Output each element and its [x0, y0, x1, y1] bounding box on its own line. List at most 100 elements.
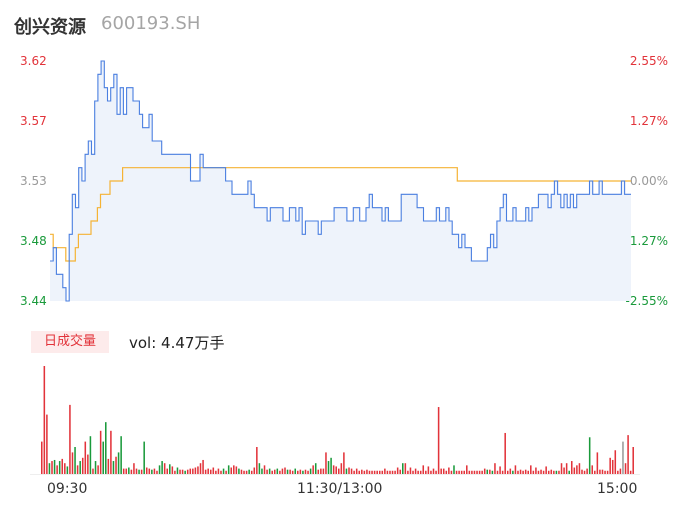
- volume-bar: [227, 465, 230, 474]
- volume-bar: [309, 468, 312, 474]
- volume-bar: [417, 470, 419, 474]
- volume-bar: [409, 467, 412, 474]
- volume-bar: [94, 461, 97, 474]
- volume-bar: [363, 470, 366, 474]
- volume-bar: [547, 470, 550, 474]
- volume-bar: [112, 461, 115, 474]
- volume-bar: [394, 470, 396, 474]
- average-price-line: [50, 167, 631, 262]
- volume-bar: [230, 467, 233, 474]
- volume-bar: [506, 470, 509, 474]
- volume-bar: [576, 465, 578, 474]
- volume-bar: [381, 470, 384, 474]
- volume-bar: [353, 470, 355, 474]
- volume-bar: [624, 463, 627, 474]
- volume-bar: [396, 467, 399, 474]
- volume-bar: [166, 468, 168, 474]
- volume-bar: [304, 469, 307, 474]
- volume-bar: [345, 468, 348, 474]
- volume-bar: [53, 459, 56, 474]
- volume-bar: [419, 470, 422, 474]
- volume-bar: [148, 468, 151, 474]
- volume-bar: [558, 470, 560, 474]
- volume-bar: [361, 469, 363, 474]
- volume-bar: [614, 450, 617, 474]
- volume-bar: [325, 452, 327, 474]
- volume-bar: [99, 430, 102, 474]
- volume-bar: [43, 366, 46, 474]
- volume-bar: [481, 470, 483, 474]
- y-right-tick-3: 0.00%: [629, 174, 668, 188]
- volume-bar: [581, 469, 583, 474]
- volume-bar: [107, 458, 110, 474]
- volume-bar: [289, 469, 291, 474]
- volume-bar: [632, 447, 634, 474]
- volume-bar: [314, 463, 317, 474]
- volume-bar: [217, 468, 220, 474]
- volume-bar: [122, 468, 125, 474]
- volume-bar: [512, 470, 514, 474]
- stock-name: 创兴资源: [14, 17, 86, 38]
- volume-bar: [491, 470, 494, 474]
- volume-bar: [588, 437, 591, 474]
- volume-bar: [281, 468, 284, 474]
- volume-bar: [486, 469, 489, 474]
- volume-bar: [609, 457, 611, 474]
- volume-bar: [273, 469, 276, 474]
- volume-bar: [207, 468, 209, 474]
- volume-bar: [391, 470, 394, 474]
- volume-bar: [371, 470, 373, 474]
- volume-bar: [79, 461, 81, 474]
- volume-bar: [440, 468, 442, 474]
- volume-bar: [560, 463, 563, 474]
- volume-bar: [156, 470, 158, 474]
- volume-bar: [176, 467, 179, 474]
- volume-bar: [535, 467, 537, 474]
- volume-bar: [174, 470, 176, 474]
- volume-bar: [378, 470, 381, 474]
- volume-bar: [322, 468, 325, 474]
- volume-bar: [524, 469, 527, 474]
- volume-bar: [71, 452, 74, 474]
- volume-bar: [74, 447, 76, 474]
- volume-bar: [145, 467, 148, 474]
- volume-bar: [496, 470, 499, 474]
- volume-bar: [276, 468, 279, 474]
- volume-bar: [202, 459, 204, 474]
- volume-bar: [312, 465, 314, 474]
- time-tick-midday: 11:30/13:00: [297, 481, 383, 497]
- volume-bar: [143, 441, 145, 474]
- volume-bar: [240, 469, 243, 474]
- volume-bar: [138, 469, 140, 474]
- volume-bar: [355, 468, 358, 474]
- volume-tab-badge[interactable]: 日成交量: [31, 331, 109, 353]
- volume-bar: [622, 441, 624, 474]
- volume-bar: [445, 470, 448, 474]
- volume-bar: [66, 466, 69, 474]
- volume-bar: [299, 469, 302, 474]
- volume-bar: [476, 470, 478, 474]
- volume-bar: [570, 461, 573, 474]
- volume-bar: [115, 456, 117, 474]
- volume-bar: [245, 470, 248, 474]
- volume-bar: [222, 468, 225, 474]
- volume-bar: [368, 470, 371, 474]
- volume-bar: [619, 468, 622, 474]
- volume-bar: [542, 470, 545, 474]
- volume-bar: [617, 470, 619, 474]
- y-left-tick-5: 3.44: [20, 294, 47, 308]
- volume-bar: [125, 468, 128, 474]
- volume-bar: [586, 468, 588, 474]
- volume-bar: [504, 432, 506, 474]
- volume-bar: [317, 469, 320, 474]
- volume-bar: [373, 470, 376, 474]
- volume-bar: [169, 464, 171, 474]
- volume-bar: [327, 461, 330, 474]
- volume-bar: [51, 461, 53, 474]
- volume-bar: [517, 470, 519, 474]
- volume-bar: [343, 452, 345, 474]
- volume-bar: [233, 465, 235, 474]
- volume-bar: [611, 459, 614, 474]
- volume-bar: [133, 463, 135, 474]
